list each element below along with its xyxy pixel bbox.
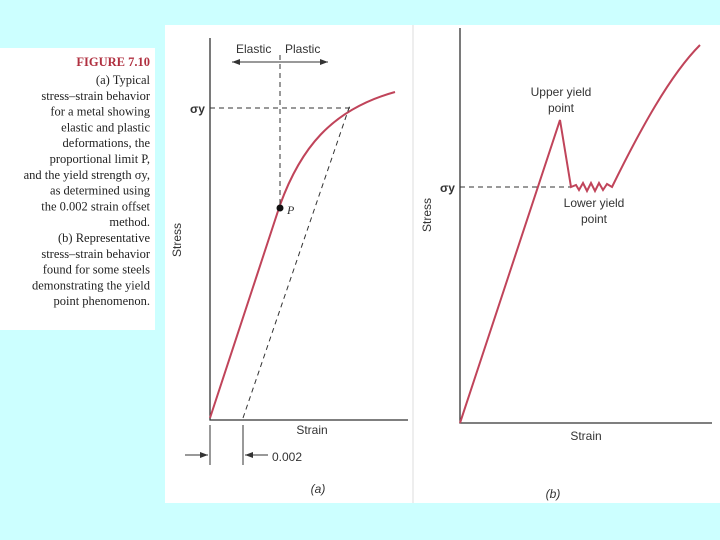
- stress-curve: [209, 91, 396, 419]
- caption-heading: FIGURE 7.10: [76, 55, 150, 69]
- caption: FIGURE 7.10 (a) Typical stress–strain beh…: [24, 55, 151, 308]
- panel-b: Upper yield point σy Lower yield point S…: [420, 28, 712, 501]
- label: point: [548, 101, 575, 115]
- panel-a: Elastic Plastic σy P Stress Strain 0.002…: [170, 38, 408, 496]
- caption-line: stress–strain behavior: [41, 89, 150, 103]
- label: Upper yield: [531, 85, 592, 99]
- label: Plastic: [285, 42, 320, 56]
- caption-line: demonstrating the yield: [32, 278, 151, 292]
- label: Elastic: [236, 42, 271, 56]
- x-axis-label: Strain: [570, 429, 601, 443]
- axes: [209, 38, 408, 421]
- caption-line: as determined using: [50, 184, 151, 198]
- panel-tag: (a): [311, 482, 326, 496]
- caption-line: the 0.002 strain offset: [41, 199, 150, 213]
- caption-line: elastic and plastic: [61, 120, 150, 134]
- caption-line: (a) Typical: [96, 73, 151, 87]
- caption-line: for a metal showing: [50, 105, 150, 119]
- caption-box: [0, 48, 155, 330]
- caption-line: found for some steels: [43, 263, 150, 277]
- label: P: [286, 203, 295, 217]
- caption-line: and the yield strength σy,: [24, 168, 150, 182]
- figure-box: [165, 25, 720, 503]
- caption-line: method.: [109, 215, 150, 229]
- panel-tag: (b): [546, 487, 561, 501]
- stress-curve: [459, 44, 701, 424]
- y-axis-label: Stress: [170, 223, 184, 257]
- label: σy: [440, 181, 455, 195]
- caption-line: deformations, the: [63, 136, 151, 150]
- caption-line: (b) Representative: [58, 231, 150, 245]
- caption-line: point phenomenon.: [53, 294, 150, 308]
- construction-lines: [210, 55, 351, 419]
- label: Lower yield: [564, 196, 625, 210]
- label: point: [581, 212, 608, 226]
- caption-line: stress–strain behavior: [41, 247, 150, 261]
- label: σy: [190, 102, 205, 116]
- x-axis-label: Strain: [296, 423, 327, 437]
- label: 0.002: [272, 450, 302, 464]
- y-axis-label: Stress: [420, 198, 434, 232]
- caption-line: proportional limit P,: [50, 152, 150, 166]
- offset-ticks: [209, 425, 244, 465]
- proportional-limit: [276, 204, 284, 212]
